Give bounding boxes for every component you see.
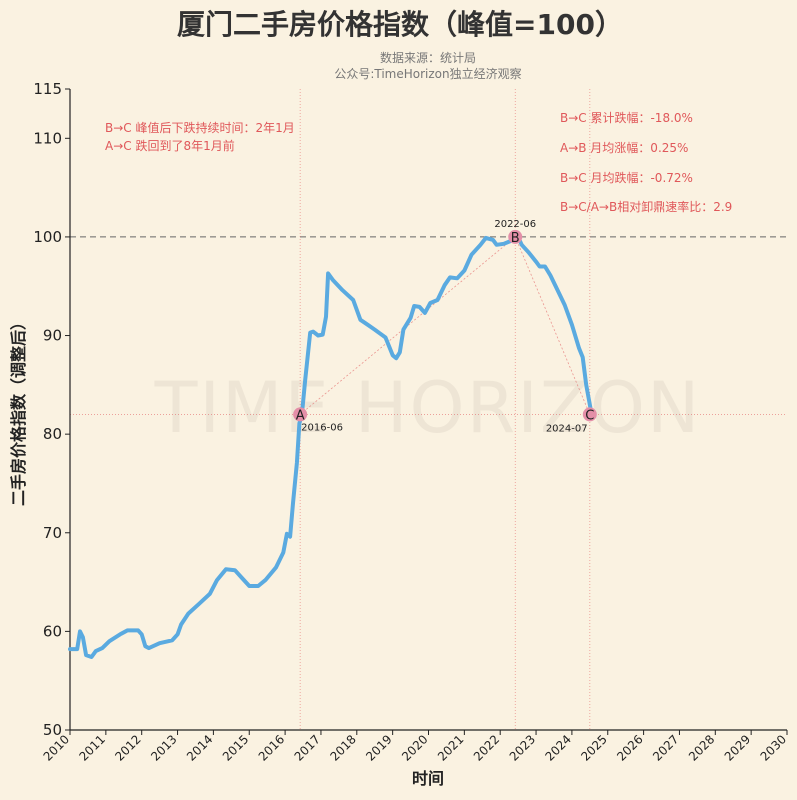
x-tick-label: 2012	[112, 732, 143, 763]
x-tick-label: 2014	[184, 732, 215, 763]
y-tick-label: 50	[43, 721, 62, 739]
x-tick-label: 2015	[220, 732, 251, 763]
point-letter-B: B	[511, 231, 520, 246]
x-tick-label: 2024	[543, 732, 574, 763]
x-tick-label: 2028	[686, 732, 717, 763]
point-date-B: 2022-06	[494, 219, 536, 230]
y-axis-label: 二手房价格指数（调整后）	[9, 314, 28, 506]
x-axis-label: 时间	[412, 769, 444, 788]
price-index-line	[68, 234, 594, 659]
y-tick-label: 100	[33, 228, 62, 246]
chart-subtitle-account: 公众号:TimeHorizon独立经济观察	[334, 66, 521, 81]
chart-title: 厦门二手房价格指数（峰值=100）	[177, 8, 623, 41]
x-tick-label: 2016	[256, 732, 287, 763]
x-tick-label: 2027	[650, 732, 681, 763]
x-tick-label: 2022	[471, 732, 502, 763]
x-tick-label: 2026	[614, 732, 645, 763]
annotation-left-1: B→C 峰值后下跌持续时间：2年1月	[105, 120, 295, 135]
x-tick-label: 2019	[363, 732, 394, 763]
annotation-right-1: B→C 累计跌幅：-18.0%	[560, 110, 693, 125]
x-tick-label: 2020	[399, 732, 430, 763]
y-tick-label: 110	[33, 129, 62, 147]
chart-subtitle-source: 数据来源：统计局	[380, 50, 476, 65]
point-marker-B	[508, 229, 523, 244]
x-tick-label: 2029	[722, 732, 753, 763]
point-marker-C	[582, 407, 597, 422]
watermark: TIME HORIZON	[154, 367, 702, 449]
annotation-right-3: B→C 月均跌幅：-0.72%	[560, 170, 693, 185]
x-tick-label: 2011	[76, 732, 107, 763]
annotation-left-2: A→C 跌回到了8年1月前	[105, 138, 235, 153]
x-tick-label: 2030	[758, 732, 789, 763]
y-tick-label: 115	[33, 80, 62, 98]
x-tick-label: 2021	[435, 732, 466, 763]
x-tick-label: 2017	[292, 732, 323, 763]
x-tick-label: 2023	[507, 732, 538, 763]
point-date-A: 2016-06	[301, 422, 343, 433]
point-letter-A: A	[296, 408, 305, 423]
y-tick-label: 90	[43, 327, 62, 345]
x-tick-label: 2013	[148, 732, 179, 763]
a-to-b-line	[299, 236, 516, 415]
annotation-right-2: A→B 月均涨幅：0.25%	[560, 140, 688, 155]
y-tick-label: 60	[43, 622, 62, 640]
annotation-right-4: B→C/A→B相对卸鼎速率比：2.9	[560, 199, 732, 214]
b-to-c-line	[514, 236, 591, 415]
x-tick-label: 2018	[327, 732, 358, 763]
y-tick-label: 80	[43, 425, 62, 443]
point-date-C: 2024-07	[546, 423, 588, 434]
point-letter-C: C	[585, 408, 594, 423]
x-tick-label: 2025	[578, 732, 609, 763]
y-tick-label: 70	[43, 524, 62, 542]
point-marker-A	[293, 407, 308, 422]
